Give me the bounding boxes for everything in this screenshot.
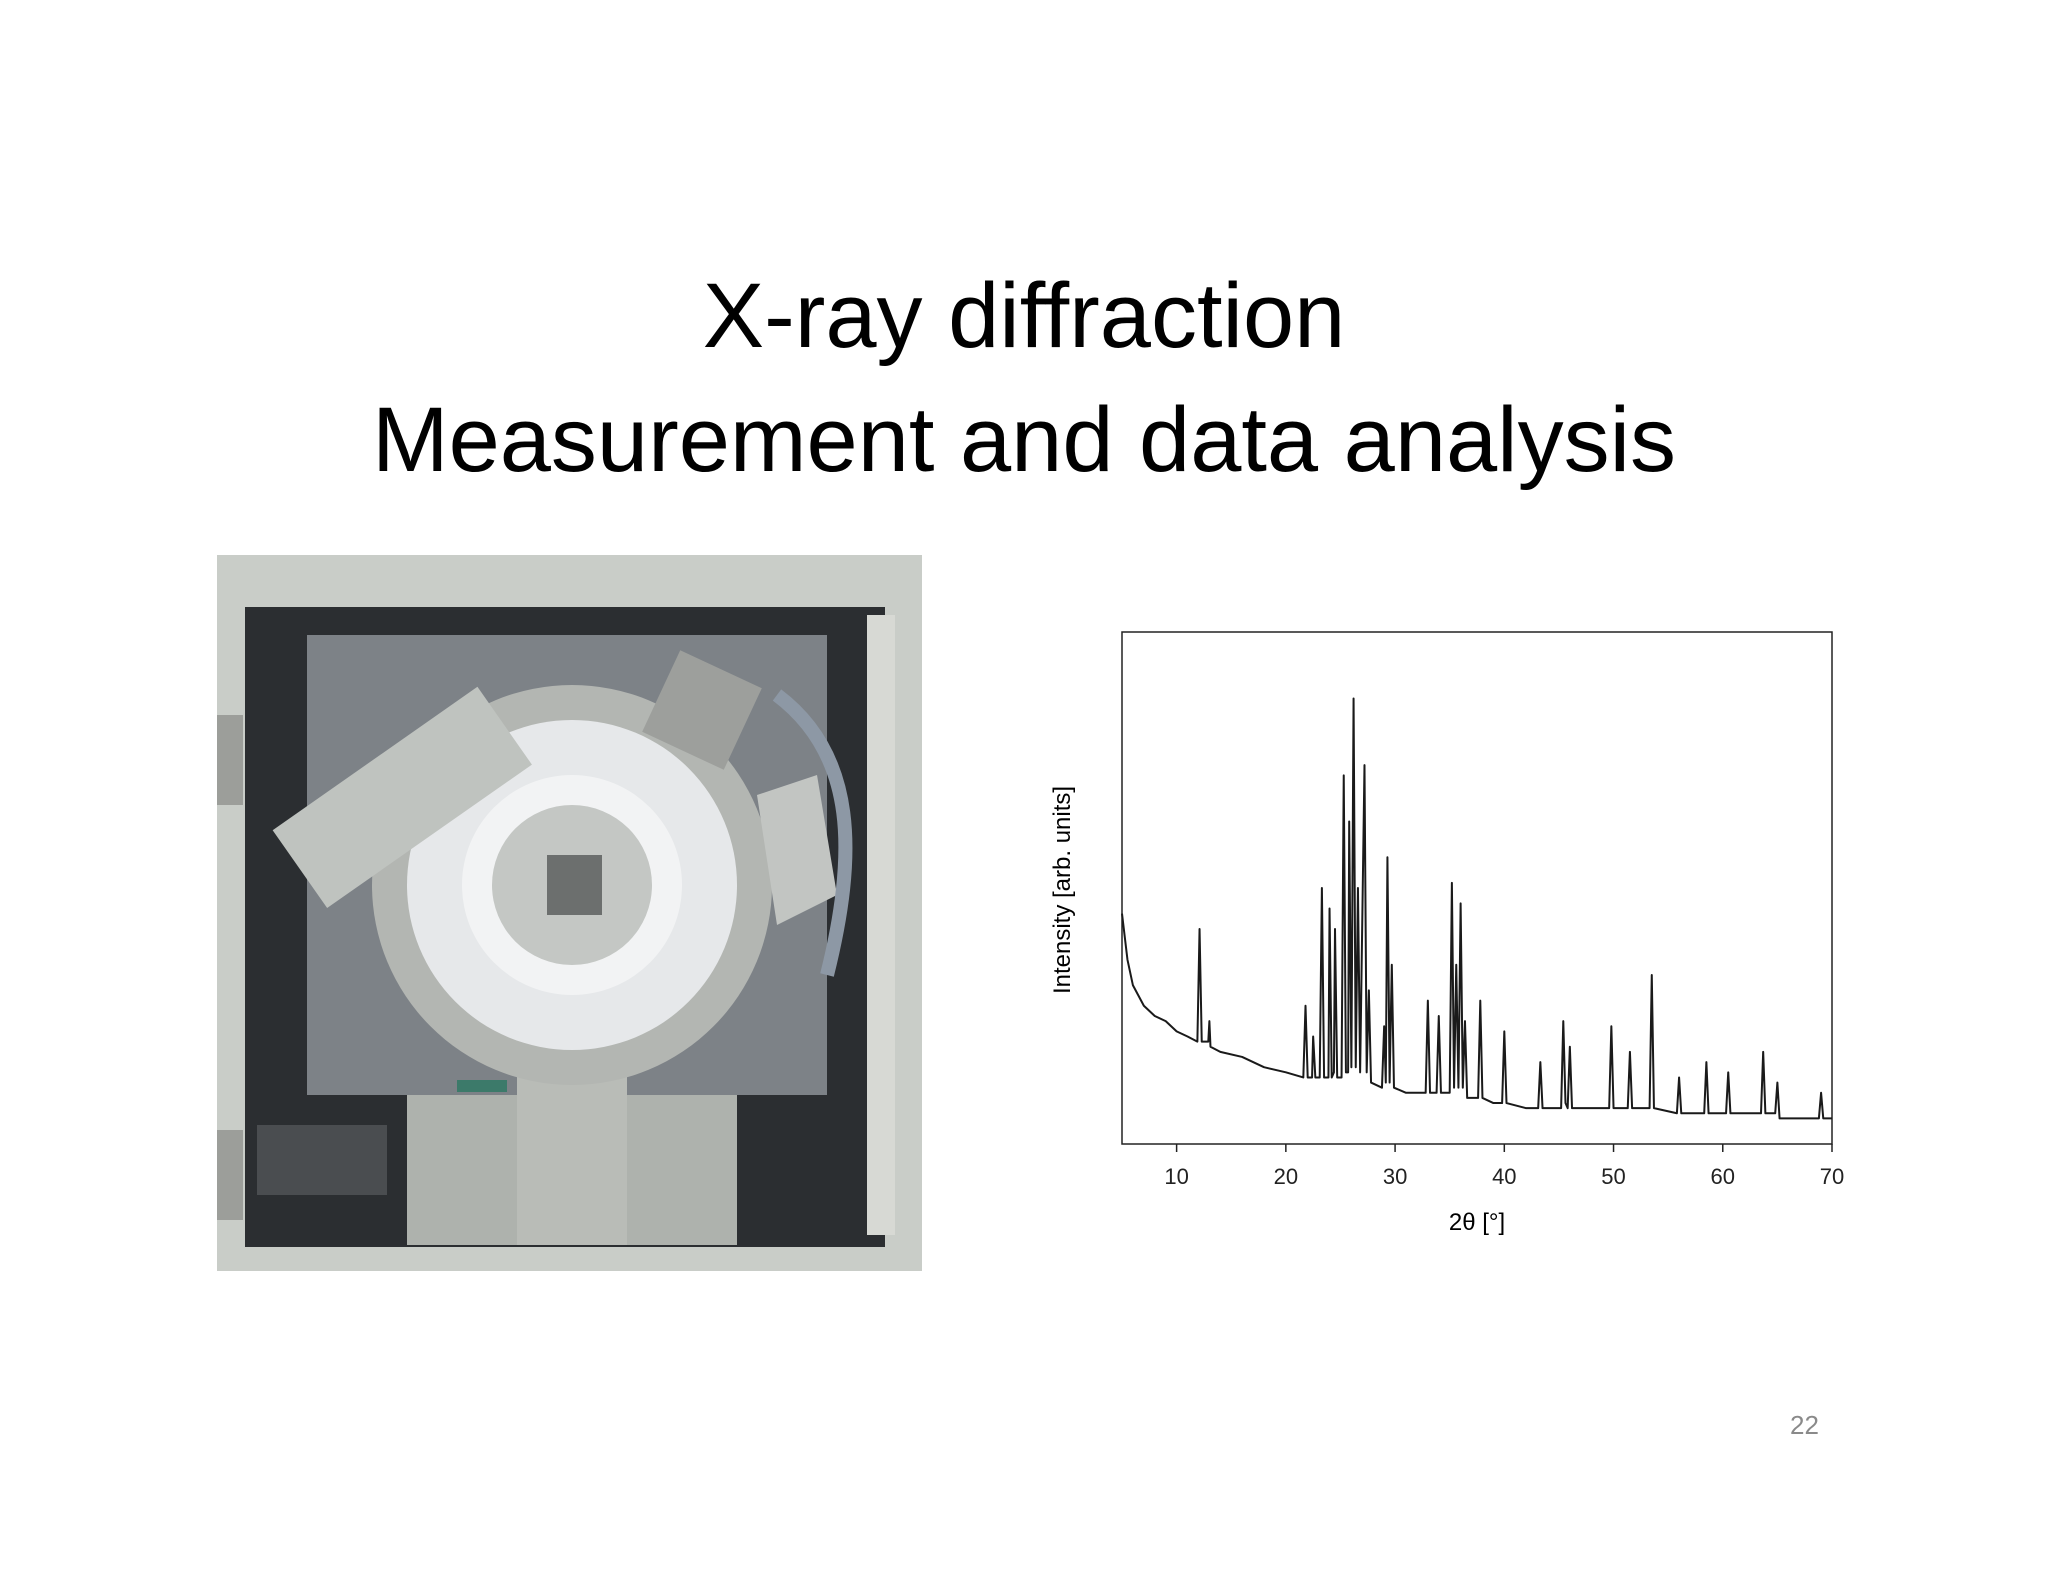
x-axis-label: 2θ [°] xyxy=(1449,1209,1505,1236)
x-tick-label: 60 xyxy=(1711,1164,1735,1189)
chart: Intensity [arb. units] 2θ [°] 10 20 30 40 50… xyxy=(1049,631,1844,1236)
title-line: X-ray diffraction xyxy=(702,265,1346,367)
data-line xyxy=(1121,697,1832,1120)
x-tick-label: 50 xyxy=(1601,1164,1625,1189)
x-tick-label: 10 xyxy=(1164,1164,1188,1189)
x-tick-label: 30 xyxy=(1383,1164,1407,1189)
page-number: 22 xyxy=(1790,1410,1819,1440)
instrument-photo xyxy=(217,555,922,1271)
title-line: Measurement and data analysis xyxy=(371,389,1677,491)
y-axis-label: Intensity [arb. units] xyxy=(1049,786,1076,994)
x-tick-label: 40 xyxy=(1492,1164,1516,1189)
plot-frame xyxy=(1121,631,1833,1145)
x-tick-label: 70 xyxy=(1820,1164,1844,1189)
x-tick-label: 20 xyxy=(1274,1164,1298,1189)
